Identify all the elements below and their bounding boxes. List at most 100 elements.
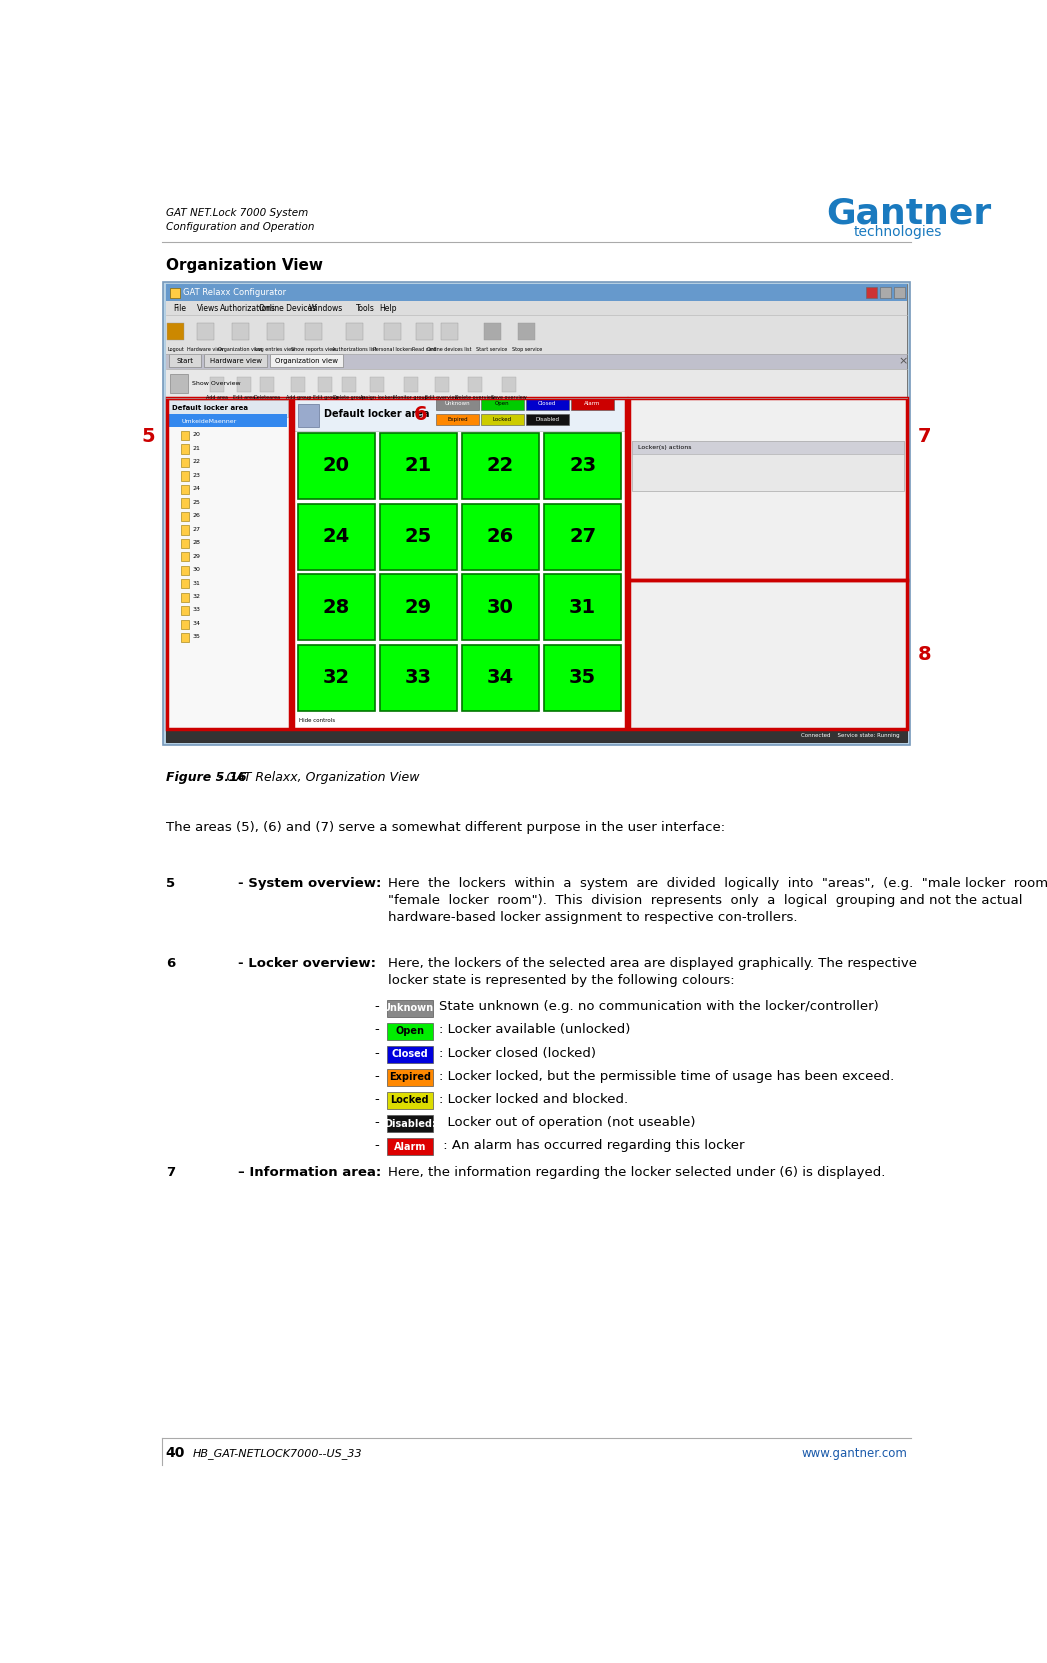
Text: Hardware view: Hardware view	[209, 358, 262, 364]
Bar	[306, 323, 322, 339]
Bar	[293, 397, 626, 728]
Text: Alarm: Alarm	[394, 1142, 426, 1152]
Bar	[482, 414, 524, 426]
Bar	[170, 288, 180, 298]
Bar	[168, 399, 288, 417]
Bar	[346, 323, 362, 339]
Text: Here  the  lockers  within  a  system  are  divided  logically  into  "areas",  : Here the lockers within a system are div…	[388, 876, 1047, 890]
Text: Expired: Expired	[447, 417, 468, 422]
Text: 29: 29	[405, 597, 432, 617]
Text: 34: 34	[193, 620, 201, 625]
Text: -: -	[374, 1139, 379, 1152]
Text: Unknown: Unknown	[445, 401, 470, 406]
Text: 6: 6	[165, 958, 175, 970]
Text: 20: 20	[193, 432, 201, 437]
Bar	[170, 374, 188, 392]
Text: Organization view: Organization view	[275, 358, 338, 364]
Text: HB_GAT-NETLOCK7000--US_33: HB_GAT-NETLOCK7000--US_33	[193, 1448, 362, 1458]
Bar	[181, 499, 190, 507]
Bar	[371, 376, 384, 392]
Text: - System overview:: - System overview:	[238, 876, 381, 890]
Bar	[881, 288, 891, 298]
Bar	[165, 369, 908, 397]
Bar	[386, 1023, 433, 1039]
Bar	[181, 457, 190, 467]
Bar	[632, 441, 905, 454]
Bar	[204, 354, 267, 368]
Text: 35: 35	[570, 669, 596, 687]
Text: Assign lockers: Assign lockers	[360, 396, 395, 401]
Text: Configuration and Operation: Configuration and Operation	[165, 221, 314, 231]
Bar	[404, 376, 418, 392]
Bar	[386, 1069, 433, 1086]
Text: Logout: Logout	[168, 348, 184, 353]
Bar	[544, 504, 622, 569]
Text: Online Devices: Online Devices	[259, 304, 316, 313]
Bar	[632, 441, 905, 491]
Text: 32: 32	[322, 669, 350, 687]
Text: Save overview: Save overview	[491, 396, 527, 401]
Bar	[894, 288, 905, 298]
Text: Open: Open	[495, 401, 510, 406]
Text: Add group: Add group	[286, 396, 311, 401]
Text: Closed: Closed	[538, 401, 557, 406]
Bar	[181, 471, 190, 481]
Text: 24: 24	[322, 527, 350, 545]
Text: technologies: technologies	[853, 225, 941, 239]
Bar	[165, 284, 908, 742]
Bar	[197, 323, 214, 339]
Text: Open: Open	[396, 1026, 424, 1036]
Text: Locker(s) actions: Locker(s) actions	[639, 446, 692, 451]
Text: Hide controls: Hide controls	[299, 718, 335, 723]
Text: State unknown (e.g. no communication with the locker/controller): State unknown (e.g. no communication wit…	[440, 1001, 879, 1013]
Bar	[181, 431, 190, 441]
Text: 40: 40	[165, 1447, 185, 1460]
Bar	[482, 397, 524, 409]
Bar	[168, 323, 184, 339]
Text: Edit group: Edit group	[313, 396, 338, 401]
Text: UmkeideMaenner: UmkeideMaenner	[181, 419, 237, 424]
Text: -: -	[374, 1046, 379, 1059]
Bar	[544, 645, 622, 710]
Bar	[267, 323, 284, 339]
Text: 26: 26	[193, 514, 201, 519]
Bar	[462, 645, 539, 710]
Text: Online devices list: Online devices list	[427, 348, 471, 353]
Text: Personal lockers: Personal lockers	[373, 348, 413, 353]
Bar	[181, 539, 190, 549]
Bar	[297, 645, 375, 710]
Text: 5: 5	[142, 427, 156, 446]
Bar	[435, 376, 448, 392]
Text: ×: ×	[898, 356, 908, 366]
Bar	[386, 1116, 433, 1133]
Text: 20: 20	[322, 456, 350, 476]
Text: Organization View: Organization View	[165, 258, 322, 273]
Text: 31: 31	[570, 597, 596, 617]
Text: 6: 6	[414, 404, 427, 424]
Text: 30: 30	[487, 597, 514, 617]
Bar	[165, 397, 908, 728]
Text: Expired: Expired	[388, 1073, 431, 1083]
Text: Connected    Service state: Running: Connected Service state: Running	[801, 733, 899, 738]
Bar	[318, 376, 332, 392]
Bar	[503, 376, 516, 392]
Text: : Locker closed (locked): : Locker closed (locked)	[440, 1046, 597, 1059]
Text: 23: 23	[570, 456, 596, 476]
Text: GAT NET.Lock 7000 System: GAT NET.Lock 7000 System	[165, 208, 308, 218]
Text: 31: 31	[193, 580, 201, 585]
Bar	[462, 504, 539, 569]
Text: Locker out of operation (not useable): Locker out of operation (not useable)	[440, 1116, 696, 1129]
Bar	[166, 397, 290, 728]
Bar	[386, 1046, 433, 1063]
Text: 21: 21	[405, 456, 432, 476]
Text: Here, the information regarding the locker selected under (6) is displayed.: Here, the information regarding the lock…	[388, 1166, 886, 1179]
Text: -: -	[374, 1023, 379, 1036]
Text: 21: 21	[193, 446, 201, 451]
Text: -: -	[374, 1069, 379, 1083]
Text: 25: 25	[405, 527, 432, 545]
Text: 25: 25	[193, 499, 201, 504]
Bar	[165, 728, 908, 742]
Text: Show reports view: Show reports view	[291, 348, 336, 353]
Text: Closed: Closed	[392, 1049, 428, 1059]
Text: 32: 32	[193, 594, 201, 599]
